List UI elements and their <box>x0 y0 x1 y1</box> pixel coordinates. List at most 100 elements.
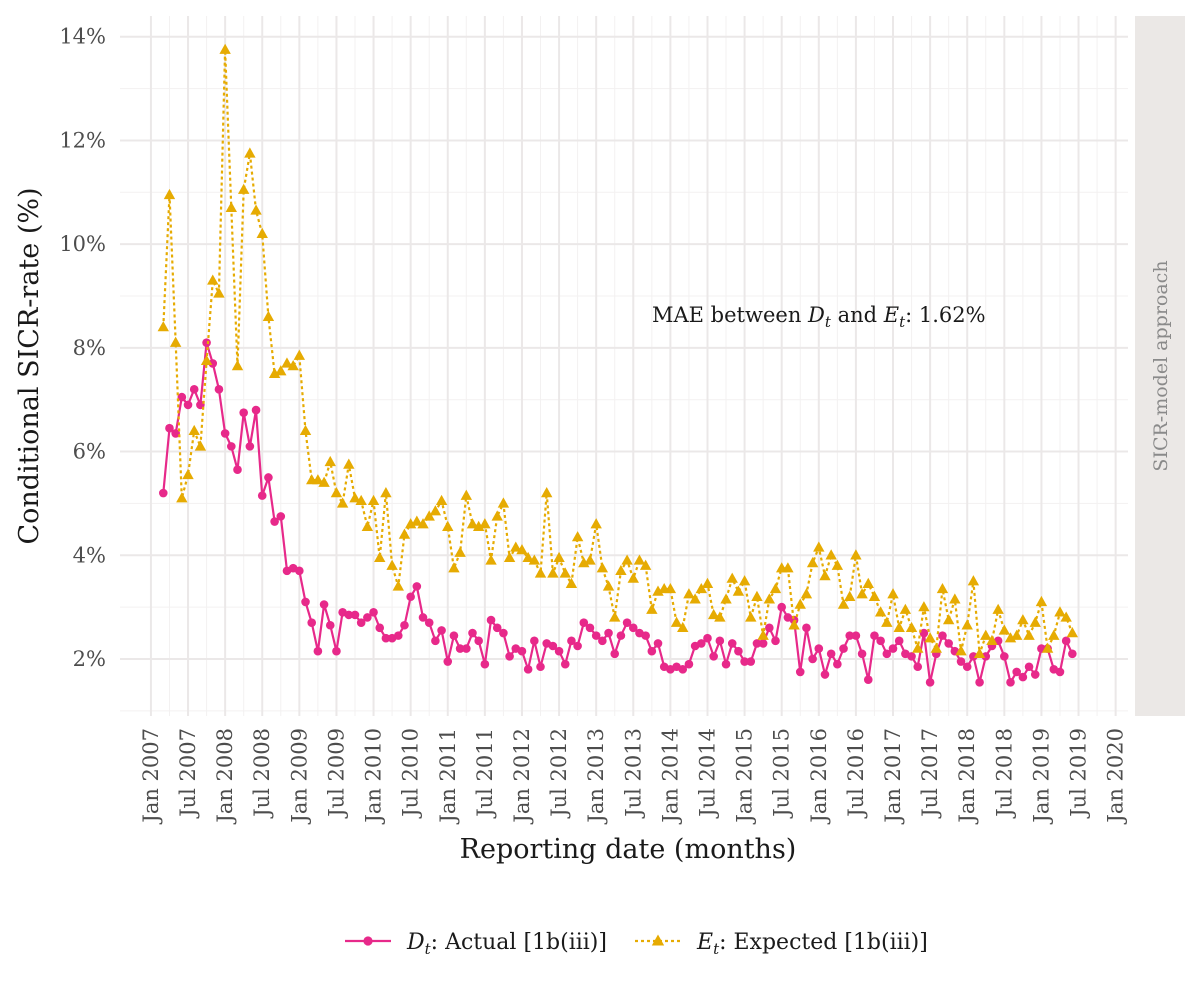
x-tick-label: Jan 2015 <box>733 728 757 825</box>
data-point <box>734 646 743 656</box>
data-point <box>585 623 595 633</box>
data-point <box>769 582 782 594</box>
data-point <box>961 619 973 630</box>
data-point <box>312 474 324 485</box>
data-point <box>653 639 663 648</box>
data-point <box>219 43 231 54</box>
data-point <box>591 631 601 640</box>
x-tick-label: Jul 2012 <box>547 728 571 819</box>
data-point <box>330 487 343 498</box>
data-point <box>200 354 213 366</box>
data-point <box>969 652 978 661</box>
data-point <box>417 518 429 529</box>
data-point <box>158 488 168 498</box>
data-point <box>540 487 553 498</box>
data-point <box>727 639 737 648</box>
legend-item-d: Dt: Actual [1b(iii)] <box>345 930 607 958</box>
data-point <box>863 675 873 685</box>
data-point <box>565 577 578 588</box>
data-point <box>726 572 738 583</box>
data-point <box>437 626 446 635</box>
data-point <box>313 646 323 656</box>
data-point <box>962 662 972 672</box>
data-point <box>1035 595 1048 607</box>
x-tick-label: Jan 2014 <box>658 728 682 825</box>
x-axis-title: Reporting date (months) <box>460 834 797 865</box>
data-point <box>609 611 621 622</box>
data-point <box>839 644 848 653</box>
data-point <box>955 645 967 656</box>
data-point <box>492 623 502 633</box>
data-point <box>423 510 435 521</box>
data-point <box>472 520 485 531</box>
data-point <box>758 639 768 648</box>
data-point <box>806 557 819 568</box>
data-point <box>325 620 335 630</box>
data-point <box>361 520 374 531</box>
y-tick-label: 8% <box>73 336 106 360</box>
data-point <box>177 392 187 402</box>
data-point <box>534 567 547 578</box>
data-point <box>720 593 732 604</box>
data-point <box>567 636 576 646</box>
data-point <box>1041 642 1054 653</box>
series-e <box>157 43 1079 658</box>
data-point <box>882 649 892 659</box>
data-point <box>596 562 609 573</box>
data-point <box>738 575 751 586</box>
data-point <box>237 183 250 194</box>
data-point <box>367 494 380 506</box>
data-point <box>350 610 360 620</box>
data-point <box>751 590 763 601</box>
data-point <box>165 423 174 433</box>
data-point <box>169 336 182 347</box>
y-tick-label: 12% <box>59 128 106 152</box>
data-point <box>1010 629 1023 640</box>
data-point <box>714 611 726 622</box>
data-point <box>163 188 176 200</box>
data-point <box>1055 667 1065 677</box>
y-tick-label: 14% <box>59 25 106 49</box>
data-point <box>319 600 329 609</box>
x-tick-label: Jan 2009 <box>287 728 311 825</box>
data-point <box>918 601 930 612</box>
data-point <box>794 598 806 609</box>
data-point <box>782 562 794 573</box>
data-point <box>1066 627 1079 638</box>
data-point <box>851 631 861 640</box>
data-point <box>301 597 310 607</box>
data-point <box>214 385 224 394</box>
x-tick-label: Jul 2007 <box>176 728 200 819</box>
data-point <box>157 321 169 332</box>
data-point <box>443 657 453 666</box>
data-point <box>1018 672 1028 682</box>
x-tick-label: Jan 2016 <box>807 728 831 825</box>
data-point <box>689 593 701 604</box>
x-tick-label: Jul 2018 <box>992 728 1016 819</box>
data-point <box>293 349 306 360</box>
data-point <box>633 554 646 565</box>
data-point <box>752 639 762 648</box>
data-point <box>324 455 336 467</box>
data-point <box>628 623 638 633</box>
data-point <box>225 201 238 213</box>
data-point <box>404 518 417 529</box>
data-point <box>627 572 639 583</box>
data-point <box>975 677 984 687</box>
data-point <box>907 652 916 661</box>
x-tick-label: Jan 2010 <box>362 728 386 825</box>
data-point <box>771 636 780 646</box>
y-axis: 2% 4% 6% 8% 10% 12% 14% <box>59 25 106 671</box>
data-point <box>281 357 293 368</box>
data-point <box>831 559 844 570</box>
data-point <box>227 442 236 451</box>
data-point <box>503 551 516 563</box>
data-point <box>1017 614 1029 625</box>
data-point <box>887 588 899 599</box>
data-point <box>802 623 811 633</box>
data-point <box>318 476 330 487</box>
data-point <box>380 487 392 498</box>
data-point <box>1054 606 1066 617</box>
data-point <box>1012 667 1021 677</box>
data-point <box>460 489 473 500</box>
